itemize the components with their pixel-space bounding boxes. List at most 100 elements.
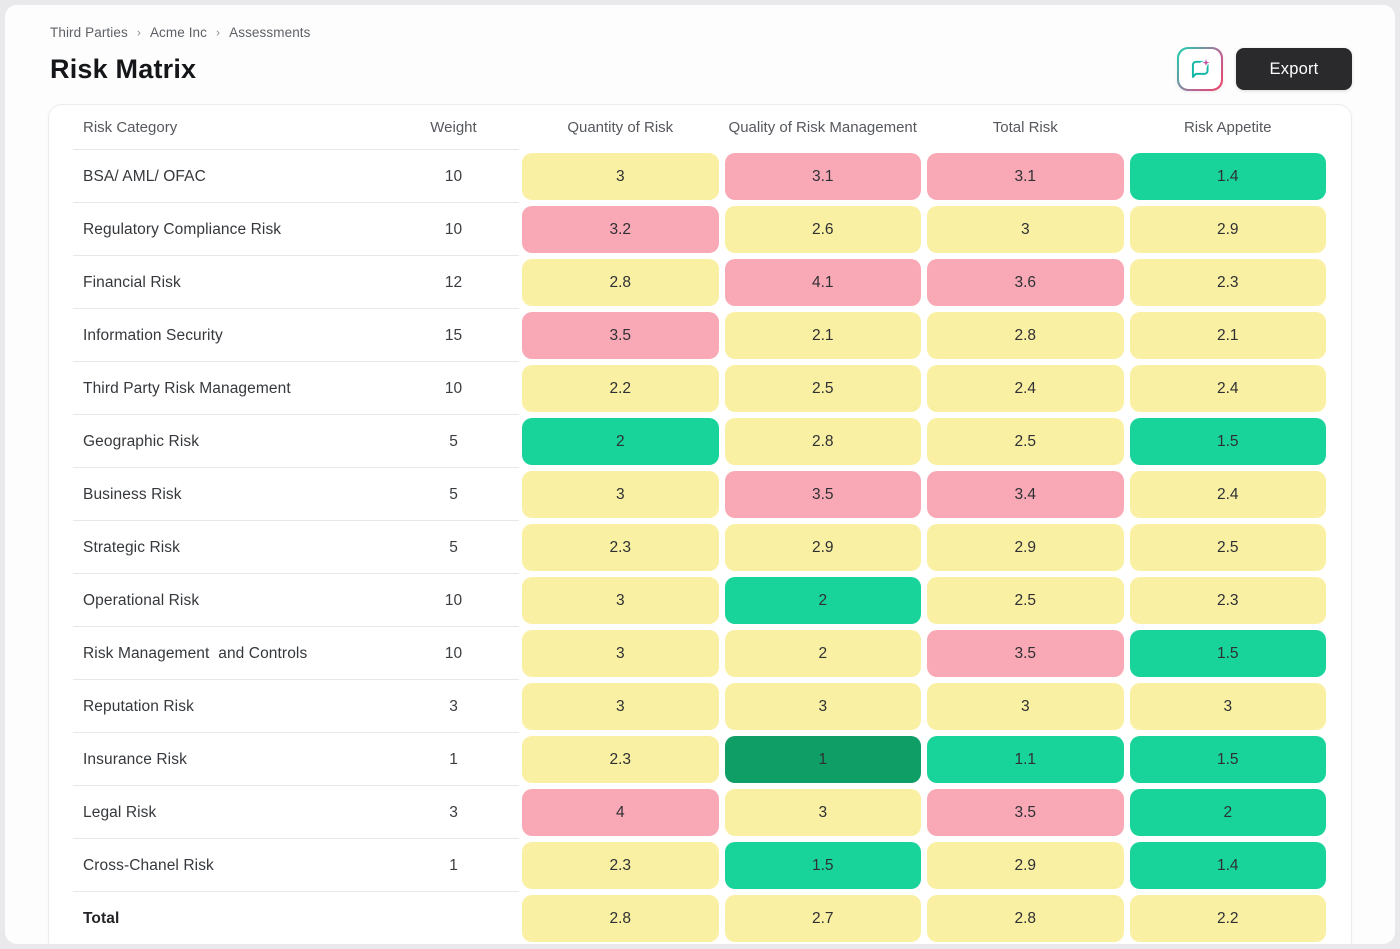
column-header-quantity-of-risk: Quantity of Risk xyxy=(567,119,674,136)
comment-sparkle-icon xyxy=(1191,56,1212,78)
total-risk-pill: 3.5 xyxy=(927,630,1124,677)
quantity-of-risk-pill: 4 xyxy=(522,789,719,836)
risk-appetite-pill: 1.4 xyxy=(1129,842,1326,889)
quantity-of-risk-pill: 3.5 xyxy=(522,312,719,359)
risk-appetite-pill: 1.5 xyxy=(1129,418,1326,465)
quality-of-risk-management-pill: 1.5 xyxy=(724,842,921,889)
risk-category-cell: Operational Risk xyxy=(83,591,200,609)
risk-category-cell: Legal Risk xyxy=(83,803,157,821)
quantity-of-risk-pill: 2 xyxy=(522,418,719,465)
total-risk-pill: 1.1 xyxy=(927,736,1124,783)
quality-of-risk-management-pill: 3 xyxy=(724,789,921,836)
weight-cell: 1 xyxy=(449,856,458,874)
risk-appetite-pill: 2.4 xyxy=(1129,471,1326,518)
table-row: Information Security 15 3.5 2.1 2.8 2.1 xyxy=(71,309,1329,362)
risk-appetite-pill: 1.5 xyxy=(1129,736,1326,783)
weight-cell: 10 xyxy=(444,591,463,609)
quality-of-risk-management-pill: 2.7 xyxy=(724,895,921,942)
export-button[interactable]: Export xyxy=(1236,48,1352,90)
quality-of-risk-management-pill: 2.8 xyxy=(724,418,921,465)
weight-cell: 3 xyxy=(449,697,458,715)
quantity-of-risk-pill: 2.2 xyxy=(522,365,719,412)
quality-of-risk-management-pill: 2 xyxy=(724,630,921,677)
quality-of-risk-management-pill: 1 xyxy=(724,736,921,783)
weight-cell: 10 xyxy=(444,167,463,185)
risk-appetite-pill: 2.1 xyxy=(1129,312,1326,359)
quantity-of-risk-pill: 2.3 xyxy=(522,842,719,889)
ai-comment-button-inner xyxy=(1178,48,1222,90)
risk-category-cell: Financial Risk xyxy=(83,273,181,291)
risk-appetite-pill: 2.4 xyxy=(1129,365,1326,412)
risk-category-cell: Third Party Risk Management xyxy=(83,379,291,397)
risk-appetite-pill: 2 xyxy=(1129,789,1326,836)
breadcrumb-item[interactable]: Acme Inc xyxy=(149,25,208,40)
quantity-of-risk-pill: 3.2 xyxy=(522,206,719,253)
total-risk-pill: 2.4 xyxy=(927,365,1124,412)
weight-cell: 15 xyxy=(444,326,463,344)
weight-cell: 10 xyxy=(444,379,463,397)
ai-comment-button[interactable] xyxy=(1177,47,1223,91)
column-header-risk-appetite: Risk Appetite xyxy=(1183,119,1272,136)
quantity-of-risk-pill: 2.3 xyxy=(522,524,719,571)
risk-category-cell: Information Security xyxy=(83,326,223,344)
risk-appetite-pill: 1.5 xyxy=(1129,630,1326,677)
breadcrumb-item[interactable]: Assessments xyxy=(229,25,311,40)
table-row: Risk Management and Controls 10 3 2 3.5 … xyxy=(71,627,1329,680)
total-risk-pill: 3.4 xyxy=(927,471,1124,518)
quantity-of-risk-pill: 3 xyxy=(522,471,719,518)
table-row: Legal Risk 3 4 3 3.5 2 xyxy=(71,786,1329,839)
risk-table-body: BSA/ AML/ OFAC 10 3 3.1 3.1 1.4 Regulato… xyxy=(71,150,1329,944)
total-risk-pill: 3.5 xyxy=(927,789,1124,836)
quantity-of-risk-pill: 3 xyxy=(522,153,719,200)
page-title: Risk Matrix xyxy=(50,53,197,84)
quality-of-risk-management-pill: 2.9 xyxy=(724,524,921,571)
risk-category-cell: Strategic Risk xyxy=(83,538,181,556)
weight-cell: 3 xyxy=(449,803,458,821)
weight-cell: 12 xyxy=(444,273,463,291)
risk-category-cell: Total xyxy=(83,909,120,927)
weight-cell: 5 xyxy=(449,538,458,556)
risk-appetite-pill: 2.2 xyxy=(1129,895,1326,942)
risk-category-cell: Reputation Risk xyxy=(83,697,194,715)
app-surface: Third Parties › Acme Inc › Assessments Risk … xyxy=(5,5,1395,944)
table-row: Regulatory Compliance Risk 10 3.2 2.6 3 … xyxy=(71,203,1329,256)
risk-appetite-pill: 2.9 xyxy=(1129,206,1326,253)
header-actions: Export xyxy=(1177,47,1352,91)
table-row: Total 2.8 2.7 2.8 2.2 xyxy=(71,892,1329,944)
quality-of-risk-management-pill: 2.1 xyxy=(724,312,921,359)
risk-category-cell: Business Risk xyxy=(83,485,182,503)
risk-appetite-pill: 2.3 xyxy=(1129,259,1326,306)
total-risk-pill: 2.8 xyxy=(927,895,1124,942)
risk-appetite-pill: 2.5 xyxy=(1129,524,1326,571)
breadcrumb-item[interactable]: Third Parties xyxy=(50,25,128,40)
risk-category-cell: Regulatory Compliance Risk xyxy=(83,220,282,238)
table-row: Financial Risk 12 2.8 4.1 3.6 2.3 xyxy=(71,256,1329,309)
quality-of-risk-management-pill: 2.6 xyxy=(724,206,921,253)
quantity-of-risk-pill: 2.3 xyxy=(522,736,719,783)
weight-cell: 10 xyxy=(444,220,463,238)
quantity-of-risk-pill: 2.8 xyxy=(522,259,719,306)
risk-category-cell: Geographic Risk xyxy=(83,432,200,450)
total-risk-pill: 3.1 xyxy=(927,153,1124,200)
table-row: Strategic Risk 5 2.3 2.9 2.9 2.5 xyxy=(71,521,1329,574)
risk-matrix-card: Risk Category Weight Quantity of Risk Qu… xyxy=(48,104,1352,944)
weight-cell: 5 xyxy=(449,432,458,450)
column-header-quality-of-risk-management: Quality of Risk Management xyxy=(728,119,917,136)
table-row: Insurance Risk 1 2.3 1 1.1 1.5 xyxy=(71,733,1329,786)
risk-appetite-pill: 3 xyxy=(1129,683,1326,730)
total-risk-pill: 2.5 xyxy=(927,418,1124,465)
quality-of-risk-management-pill: 2 xyxy=(724,577,921,624)
table-row: Cross-Chanel Risk 1 2.3 1.5 2.9 1.4 xyxy=(71,839,1329,892)
risk-category-cell: Risk Management and Controls xyxy=(83,644,308,662)
quality-of-risk-management-pill: 3.1 xyxy=(724,153,921,200)
table-row: BSA/ AML/ OFAC 10 3 3.1 3.1 1.4 xyxy=(71,150,1329,203)
table-row: Third Party Risk Management 10 2.2 2.5 2… xyxy=(71,362,1329,415)
risk-appetite-pill: 1.4 xyxy=(1129,153,1326,200)
quality-of-risk-management-pill: 3.5 xyxy=(724,471,921,518)
total-risk-pill: 2.5 xyxy=(927,577,1124,624)
total-risk-pill: 3 xyxy=(927,683,1124,730)
quality-of-risk-management-pill: 4.1 xyxy=(724,259,921,306)
column-header-risk-category: Risk Category xyxy=(83,119,178,136)
table-row: Reputation Risk 3 3 3 3 3 xyxy=(71,680,1329,733)
risk-appetite-pill: 2.3 xyxy=(1129,577,1326,624)
